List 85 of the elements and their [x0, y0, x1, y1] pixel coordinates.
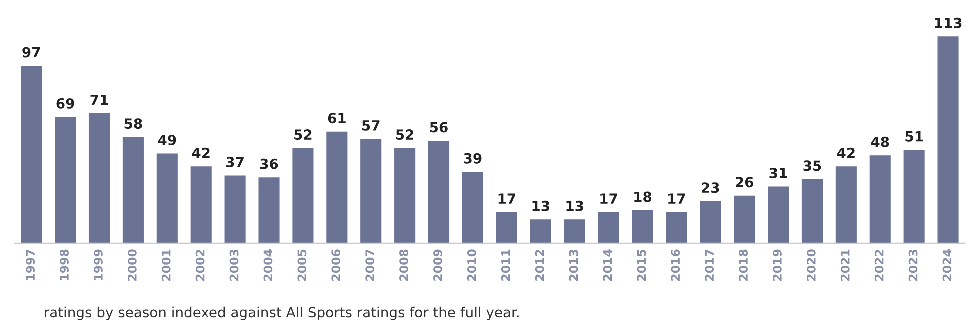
- x-tick-label: 1997: [26, 250, 36, 281]
- bar: [224, 176, 246, 244]
- data-label: 18: [634, 192, 652, 202]
- data-label: 39: [464, 153, 482, 164]
- bar: [462, 172, 484, 244]
- data-label: 13: [532, 200, 550, 212]
- data-label: 58: [124, 118, 142, 130]
- data-label: 49: [158, 135, 176, 146]
- bar: [632, 210, 654, 244]
- x-tick-label: 2006: [332, 250, 341, 281]
- bar: [530, 220, 552, 244]
- bar: [156, 154, 178, 244]
- data-label: 71: [90, 94, 108, 106]
- data-label: 31: [770, 168, 788, 178]
- x-tick-label: 2021: [840, 250, 850, 281]
- bar: [666, 212, 688, 244]
- bar: [122, 137, 144, 244]
- data-label: 35: [804, 160, 822, 172]
- bar: [700, 201, 722, 244]
- x-tick-label: 2005: [298, 250, 307, 281]
- bar: [55, 117, 76, 244]
- x-tick-label: 2007: [366, 250, 375, 281]
- x-tick-label: 2003: [230, 250, 239, 281]
- bar: [598, 212, 620, 244]
- data-label: 52: [396, 130, 414, 140]
- data-label: 17: [668, 194, 686, 204]
- x-tick-label: 2013: [569, 250, 578, 281]
- x-tick-label: 2024: [942, 250, 952, 281]
- bar: [190, 166, 212, 244]
- bar: [496, 212, 518, 244]
- x-tick-label: 2008: [400, 250, 408, 281]
- x-tick-label: 2012: [535, 250, 544, 281]
- x-tick-label: 2009: [434, 250, 442, 281]
- bar: [21, 66, 42, 244]
- data-label: 48: [871, 136, 890, 148]
- x-tick-label: 2002: [196, 250, 205, 281]
- x-tick-label: 1999: [94, 250, 103, 281]
- bar: [836, 166, 857, 244]
- x-tick-label: 2004: [264, 250, 273, 281]
- x-tick-label: 2023: [908, 250, 918, 281]
- data-label: 42: [837, 148, 855, 158]
- data-label: 17: [498, 194, 516, 204]
- bar: [938, 36, 959, 244]
- bar: [88, 114, 110, 244]
- bar: [870, 156, 891, 244]
- x-tick-label: 2019: [773, 250, 782, 281]
- data-label: 56: [430, 122, 448, 133]
- x-tick-label: 2015: [637, 250, 646, 281]
- bar: [360, 139, 382, 244]
- x-tick-label: 2011: [501, 250, 510, 281]
- bar: [802, 179, 823, 244]
- bar: [734, 196, 756, 244]
- text: ratings by season indexed against All Sports ratings for the full year.: [45, 306, 519, 320]
- data-label: 69: [56, 98, 74, 109]
- data-label: 17: [600, 194, 618, 204]
- bar: [768, 186, 790, 244]
- data-label: 113: [935, 18, 962, 28]
- data-label: 37: [226, 156, 244, 168]
- data-label: 13: [566, 200, 584, 212]
- x-tick-label: 2001: [162, 250, 171, 281]
- data-label: 52: [294, 130, 312, 140]
- x-tick-label: 2020: [806, 250, 816, 281]
- data-label: 61: [328, 113, 346, 124]
- bar: [292, 148, 314, 244]
- x-tick-label: 2018: [739, 250, 748, 281]
- data-label: 23: [702, 182, 720, 194]
- bar: [904, 150, 925, 244]
- data-label: 51: [906, 132, 924, 142]
- x-tick-label: 2000: [128, 250, 137, 281]
- bar: [428, 140, 450, 244]
- bar: [258, 178, 280, 244]
- x-tick-label: 2010: [467, 250, 476, 281]
- x-tick-label: 2014: [603, 250, 612, 281]
- bar: [326, 132, 348, 244]
- x-tick-label: 2016: [671, 250, 680, 281]
- data-label: 36: [260, 158, 278, 170]
- bar: [564, 220, 586, 244]
- x-tick-label: 1998: [60, 250, 69, 281]
- data-label: 42: [192, 148, 210, 158]
- x-tick-label: 2017: [705, 250, 714, 281]
- x-tick-label: 2022: [874, 250, 884, 281]
- bar: [394, 148, 416, 244]
- data-label: 57: [362, 120, 380, 131]
- data-label: 26: [736, 177, 754, 188]
- data-label: 97: [22, 47, 40, 58]
